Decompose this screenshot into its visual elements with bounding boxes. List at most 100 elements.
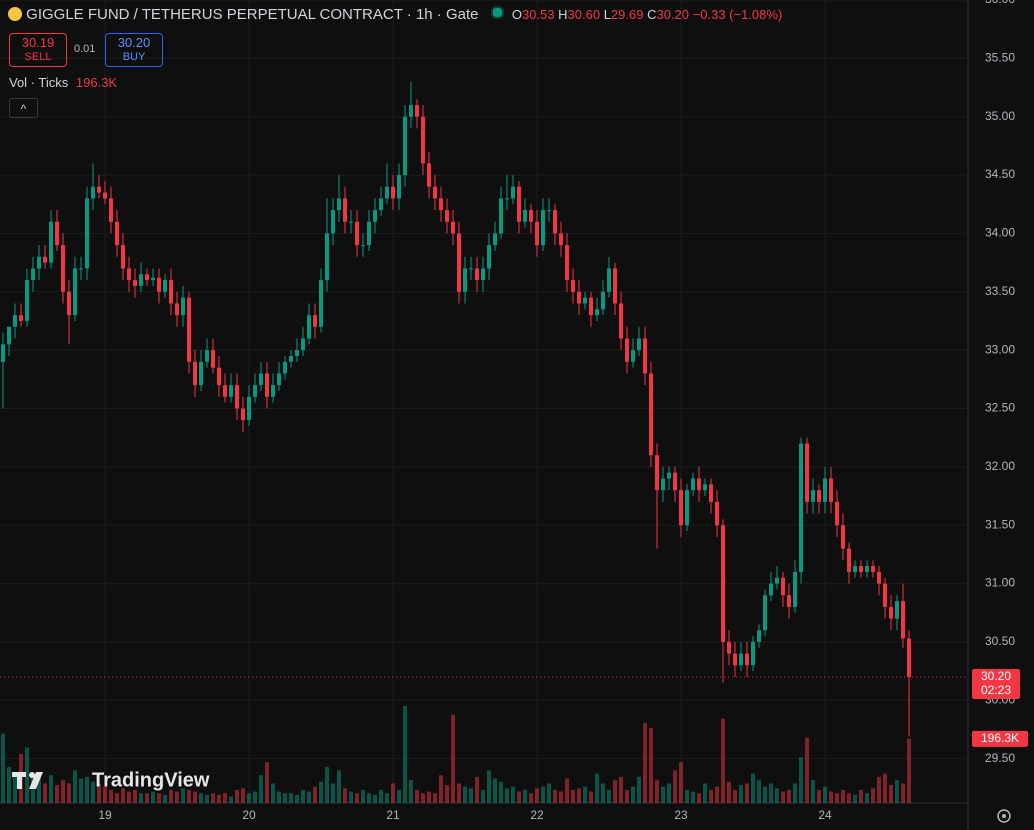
volume-bar bbox=[277, 791, 281, 803]
volume-bar bbox=[895, 780, 899, 803]
candle-body bbox=[247, 396, 251, 421]
ohlc-close: 30.20 bbox=[656, 7, 690, 22]
volume-bar bbox=[631, 786, 635, 803]
candle-body bbox=[151, 277, 155, 281]
candle-body bbox=[169, 280, 173, 304]
volume-bar bbox=[859, 789, 863, 803]
candle-body bbox=[265, 373, 269, 397]
candle-body bbox=[37, 256, 41, 269]
candle-body bbox=[811, 490, 815, 502]
volume-bar bbox=[253, 791, 257, 803]
volume-bar bbox=[289, 793, 293, 803]
candle-body bbox=[271, 385, 275, 397]
candle-body bbox=[421, 116, 425, 164]
candle-body bbox=[481, 268, 485, 281]
ohlc-letter: C bbox=[647, 7, 657, 22]
volume-bar bbox=[451, 714, 455, 803]
volume-bar bbox=[175, 791, 179, 803]
volume-bar bbox=[187, 789, 191, 803]
volume-bar bbox=[901, 783, 905, 803]
candle-body bbox=[415, 105, 419, 117]
sell-button[interactable]: 30.19 SELL bbox=[9, 33, 67, 67]
volume-bar bbox=[715, 786, 719, 803]
volume-bar bbox=[295, 794, 299, 803]
candle-body bbox=[601, 291, 605, 310]
candle-body bbox=[499, 198, 503, 234]
sell-price: 30.19 bbox=[21, 35, 55, 50]
candle-body bbox=[667, 472, 671, 479]
candle-body bbox=[319, 280, 323, 327]
candle-body bbox=[433, 186, 437, 199]
volume-bar bbox=[229, 796, 233, 803]
volume-title: Vol · Ticks bbox=[9, 75, 69, 90]
volume-bar bbox=[421, 793, 425, 803]
volume-bar bbox=[301, 789, 305, 803]
volume-bar bbox=[865, 793, 869, 803]
candle-body bbox=[439, 198, 443, 211]
volume-bar bbox=[829, 791, 833, 803]
candle-body bbox=[907, 638, 911, 677]
candle-body bbox=[829, 478, 833, 502]
collapse-button[interactable]: ^ bbox=[9, 98, 38, 118]
volume-bar bbox=[511, 786, 515, 803]
volume-bar bbox=[457, 783, 461, 803]
volume-bar bbox=[319, 781, 323, 803]
candle-body bbox=[7, 326, 11, 345]
candle-body bbox=[655, 455, 659, 491]
candle-body bbox=[505, 198, 509, 200]
volume-bar bbox=[823, 786, 827, 803]
candle-body bbox=[637, 338, 641, 351]
volume-bar bbox=[643, 722, 647, 803]
candle-body bbox=[493, 233, 497, 246]
y-tick-label: 32.00 bbox=[985, 459, 1015, 473]
candle-body bbox=[865, 566, 869, 572]
last-price-label: 30.20 bbox=[981, 669, 1011, 683]
candle-body bbox=[49, 221, 53, 263]
buy-button[interactable]: 30.20 BUY bbox=[105, 33, 163, 67]
x-tick-label: 21 bbox=[386, 808, 400, 822]
candle-body bbox=[301, 338, 305, 351]
volume-bar bbox=[151, 791, 155, 803]
candle-body bbox=[325, 233, 329, 281]
volume-bar bbox=[697, 793, 701, 803]
volume-bar bbox=[469, 788, 473, 803]
volume-bar bbox=[805, 737, 809, 803]
buy-label: BUY bbox=[122, 51, 146, 63]
volume-bar bbox=[445, 785, 449, 803]
legend-header: GIGGLE FUND / TETHERUS PERPETUAL CONTRAC… bbox=[8, 6, 782, 23]
volume-bar bbox=[619, 776, 623, 803]
candle-body bbox=[541, 210, 545, 246]
volume-bar bbox=[103, 786, 107, 803]
candle-body bbox=[847, 548, 851, 572]
volume-bar bbox=[259, 775, 263, 803]
watermark-logo bbox=[12, 772, 43, 789]
candle-body bbox=[463, 268, 467, 292]
candle-body bbox=[721, 525, 725, 642]
volume-bar bbox=[781, 791, 785, 803]
volume-bar bbox=[283, 793, 287, 803]
volume-bar bbox=[55, 785, 59, 803]
candle-body bbox=[79, 268, 83, 270]
volume-bar bbox=[127, 791, 131, 803]
candle-body bbox=[139, 274, 143, 286]
candle-body bbox=[61, 245, 65, 292]
candle-body bbox=[559, 233, 563, 246]
candle-body bbox=[403, 116, 407, 176]
candle-body bbox=[679, 490, 683, 526]
candle-body bbox=[763, 595, 767, 631]
volume-bar bbox=[49, 775, 53, 803]
volume-bar bbox=[733, 789, 737, 803]
settings-icon[interactable] bbox=[997, 809, 1011, 823]
volume-bar bbox=[265, 762, 269, 803]
volume-bar bbox=[97, 783, 101, 803]
volume-bar bbox=[871, 788, 875, 803]
candle-body bbox=[859, 566, 863, 572]
y-tick-label: 34.50 bbox=[985, 167, 1015, 181]
volume-bar bbox=[529, 793, 533, 803]
candle-body bbox=[211, 350, 215, 368]
candle-body bbox=[583, 297, 587, 304]
candle-body bbox=[877, 571, 881, 584]
volume-bar bbox=[373, 794, 377, 803]
candle-body bbox=[277, 373, 281, 386]
candle-body bbox=[619, 303, 623, 339]
